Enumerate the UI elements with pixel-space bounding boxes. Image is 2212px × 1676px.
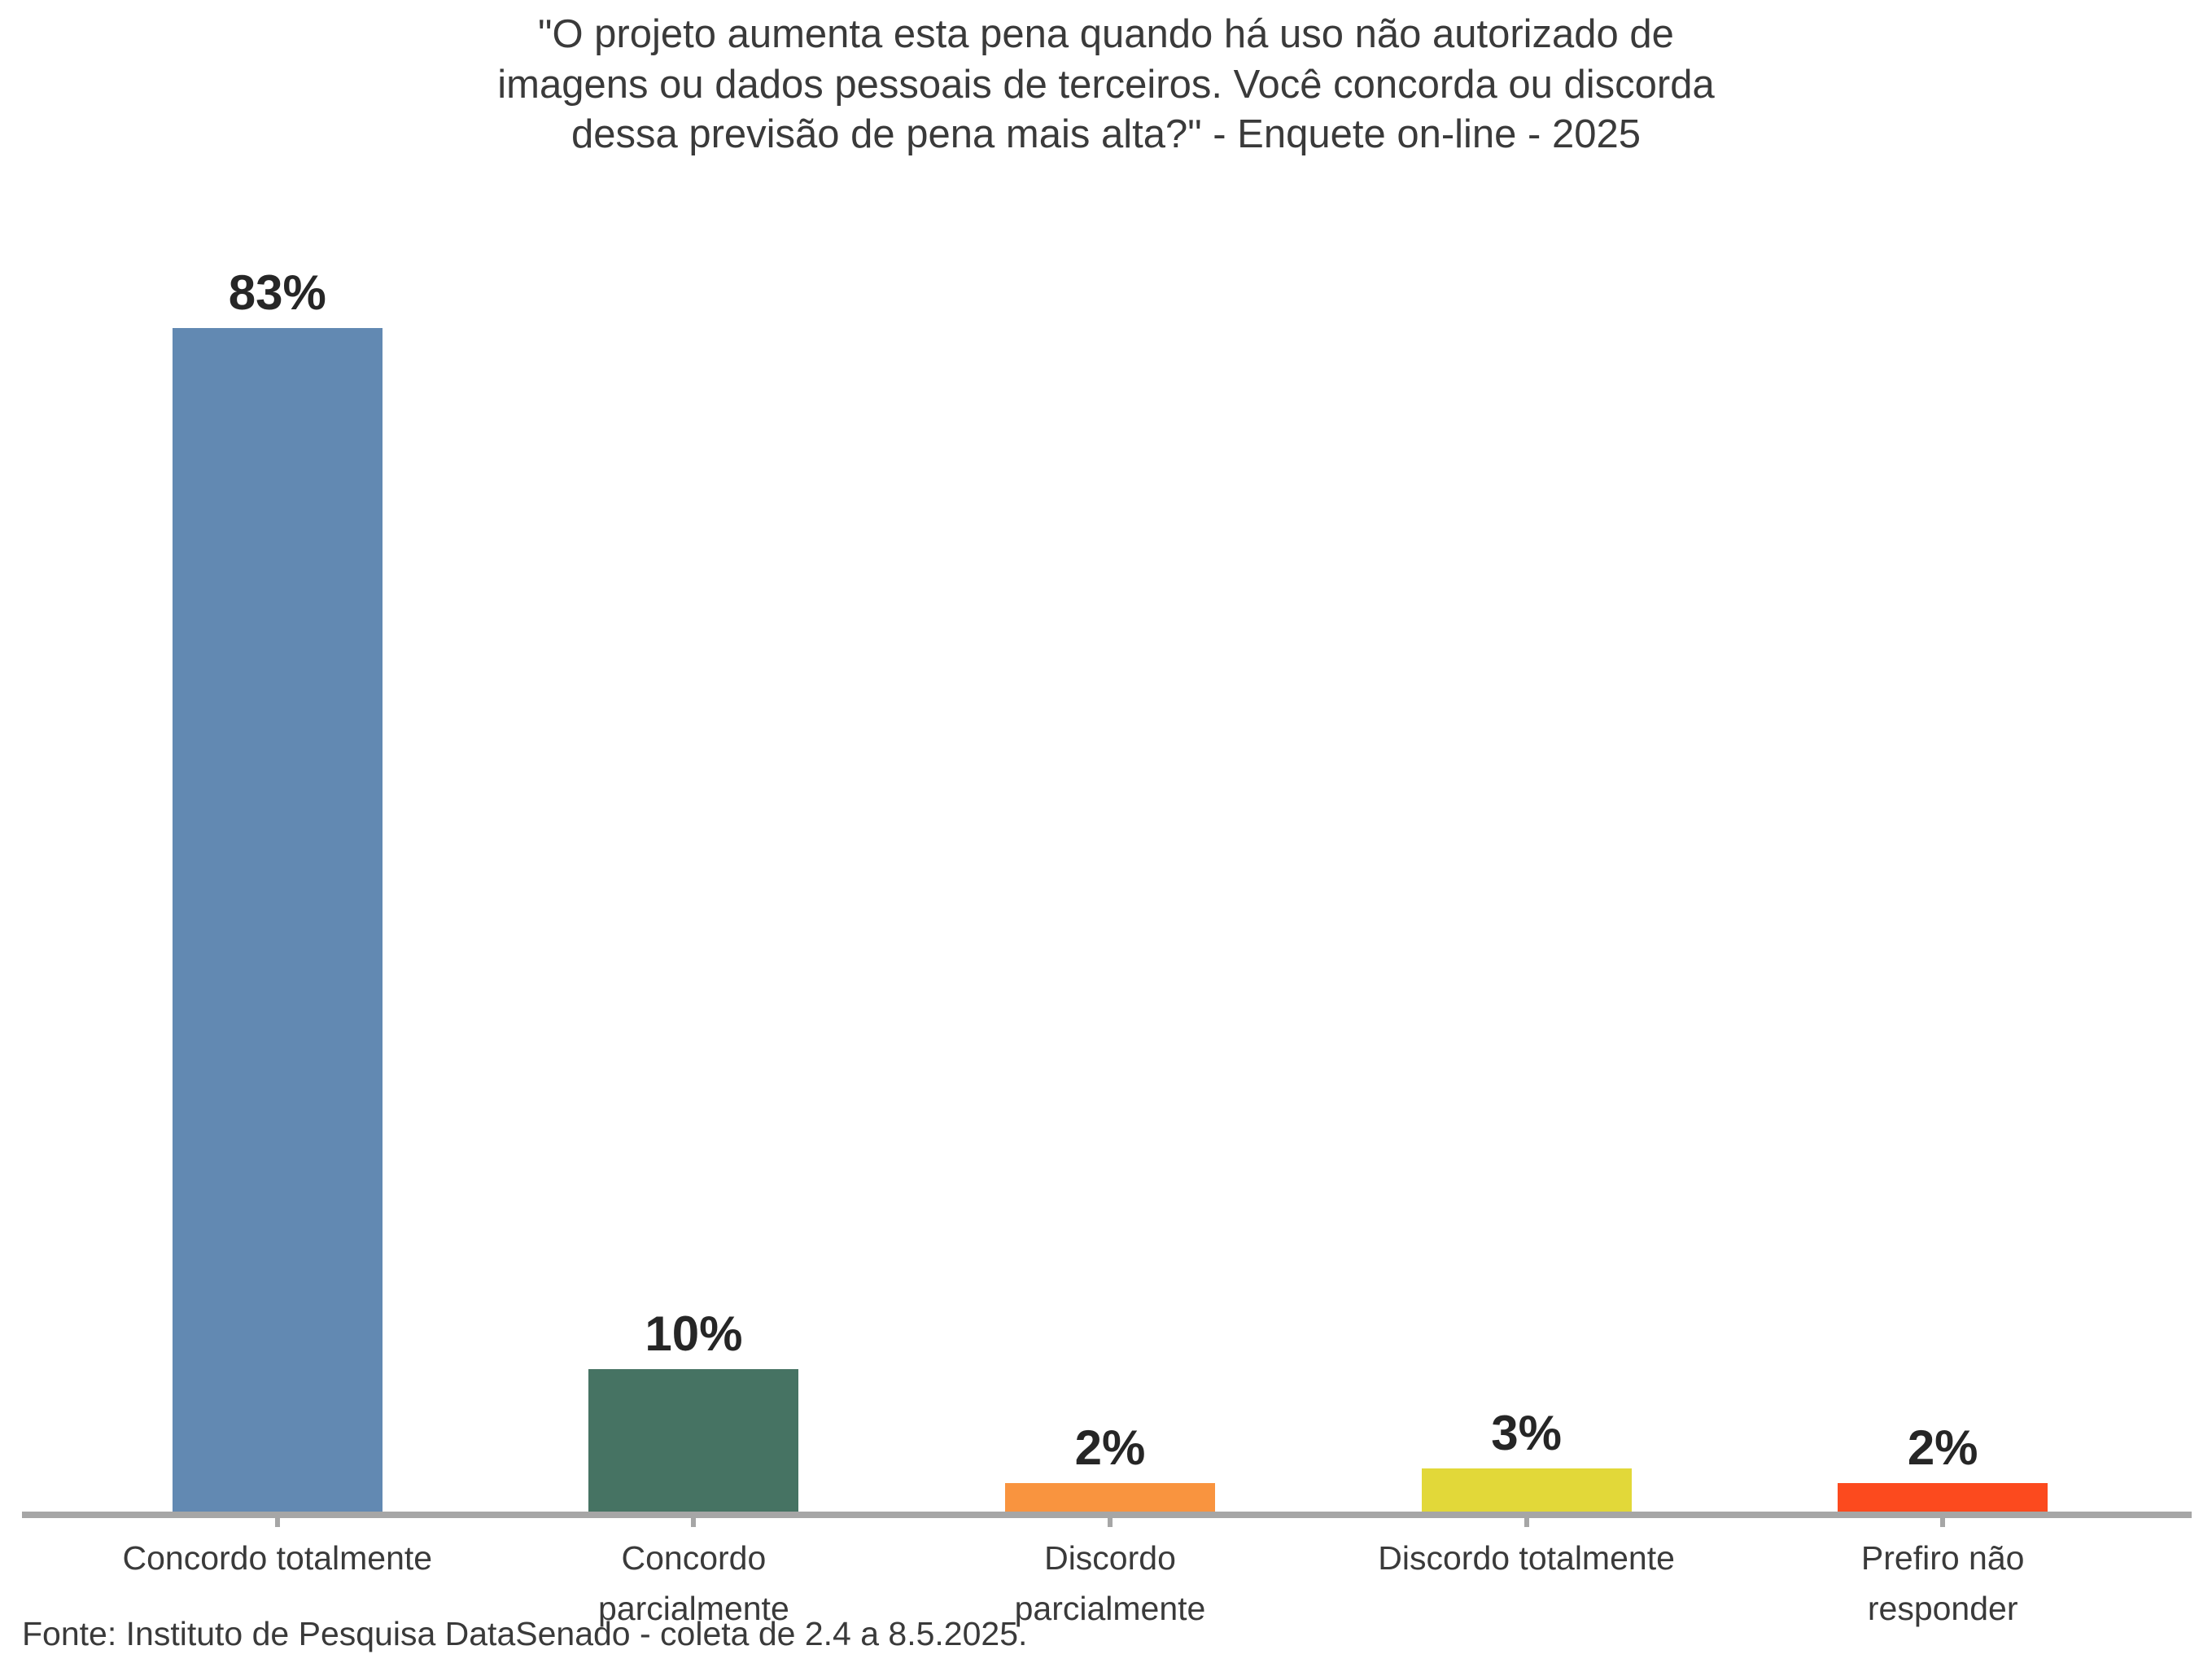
plot-area: 83% 10% 2% 3% 2%	[69, 0, 2151, 1512]
category-label: Discordo totalmente	[1378, 1539, 1675, 1577]
x-axis-line	[22, 1512, 2192, 1518]
bar-value-label: 10%	[645, 1306, 743, 1361]
bar-column: 83%	[69, 266, 486, 1512]
category-label: Concordo totalmente	[122, 1539, 433, 1577]
bar-value-label: 2%	[1074, 1420, 1146, 1475]
bar-value-label: 2%	[1907, 1420, 1978, 1475]
x-axis-ticks	[69, 1518, 2151, 1529]
category-label: Concordo parcialmente	[598, 1539, 789, 1627]
chart-title: "O projeto aumenta esta pena quando há u…	[497, 12, 1715, 157]
bar	[588, 1369, 799, 1512]
x-axis-labels: Concordo totalmente Concordo parcialmente…	[69, 1534, 2151, 1634]
category-label: Discordo parcialmente	[1014, 1539, 1206, 1627]
bar	[172, 328, 383, 1512]
bar	[1004, 1483, 1215, 1512]
bar	[1838, 1483, 2048, 1512]
bar-column: 3%	[1318, 1407, 1735, 1512]
axis-tick	[275, 1518, 280, 1527]
category-label: Prefiro não responder	[1860, 1539, 2025, 1627]
axis-tick	[1940, 1518, 1945, 1527]
axis-tick	[1108, 1518, 1113, 1527]
bar-column: 2%	[1734, 1421, 2151, 1512]
bar-value-label: 3%	[1491, 1406, 1562, 1460]
bar-value-label: 83%	[228, 265, 326, 320]
axis-tick	[691, 1518, 696, 1527]
bar-column: 10%	[486, 1307, 903, 1512]
bar-column: 2%	[902, 1421, 1318, 1512]
source-note: Fonte: Instituto de Pesquisa DataSenado …	[22, 1615, 1028, 1652]
bar	[1421, 1468, 1632, 1512]
axis-tick	[1524, 1518, 1529, 1527]
